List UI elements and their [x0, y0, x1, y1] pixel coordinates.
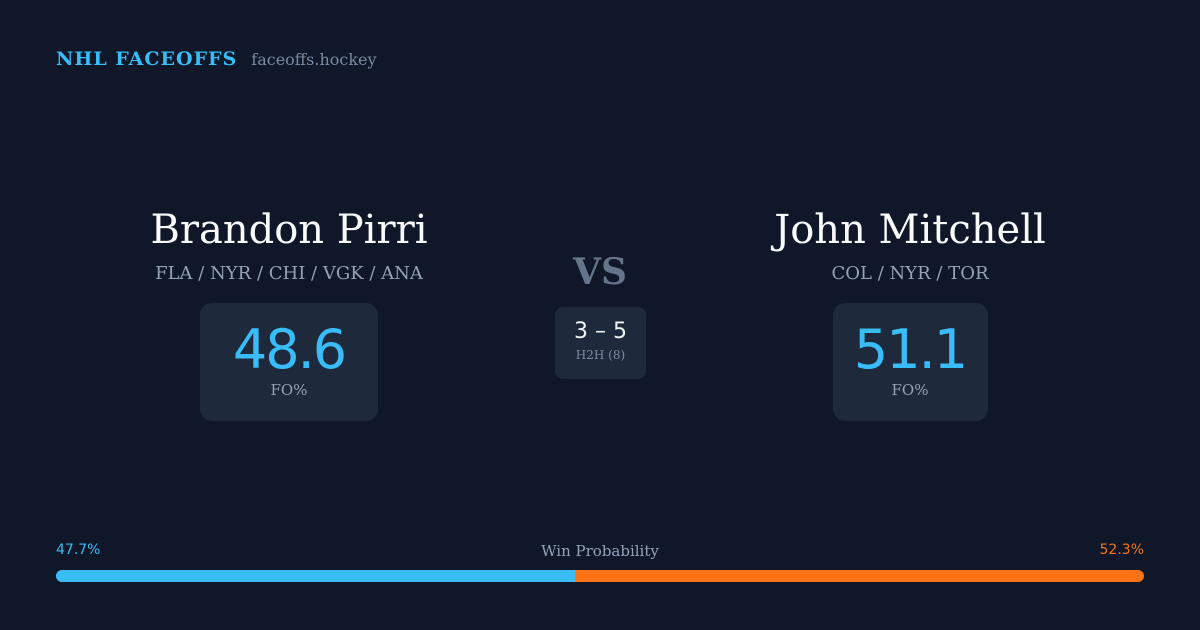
player-right-name: John Mitchell [774, 207, 1046, 253]
win-probability-left-value: 47.7% [56, 542, 101, 558]
player-right-teams: COL / NYR / TOR [831, 263, 989, 284]
player-left-fo-label: FO% [270, 381, 308, 399]
player-left-teams: FLA / NYR / CHI / VGK / ANA [155, 263, 423, 284]
player-left-fo-card: 48.6 FO% [200, 303, 378, 421]
h2h-score: 3 – 5 [574, 319, 627, 344]
player-left-name: Brandon Pirri [150, 207, 428, 253]
win-probability-right-value: 52.3% [1099, 542, 1144, 558]
player-left-fo-value: 48.6 [232, 318, 347, 381]
h2h-card: 3 – 5 H2H (8) [555, 307, 646, 379]
player-right-panel: John Mitchell COL / NYR / TOR 51.1 FO% [680, 202, 1140, 421]
win-probability-bar [56, 570, 1144, 582]
player-left-panel: Brandon Pirri FLA / NYR / CHI / VGK / AN… [59, 202, 519, 421]
player-right-fo-value: 51.1 [853, 318, 968, 381]
h2h-label: H2H (8) [575, 348, 626, 362]
player-right-fo-card: 51.1 FO% [832, 303, 988, 421]
win-probability-labels: 47.7% Win Probability 52.3% [56, 542, 1144, 562]
brand-header: NHL FACEOFFS faceoffs.hockey [56, 48, 377, 70]
brand-site: faceoffs.hockey [251, 50, 377, 69]
player-right-fo-label: FO% [891, 381, 929, 399]
brand-name: NHL FACEOFFS [56, 48, 238, 70]
win-probability-bar-left-fill [56, 570, 575, 582]
win-probability-title: Win Probability [541, 542, 659, 560]
win-probability-bar-right-fill [574, 570, 1144, 582]
vs-label: VS [573, 251, 627, 293]
